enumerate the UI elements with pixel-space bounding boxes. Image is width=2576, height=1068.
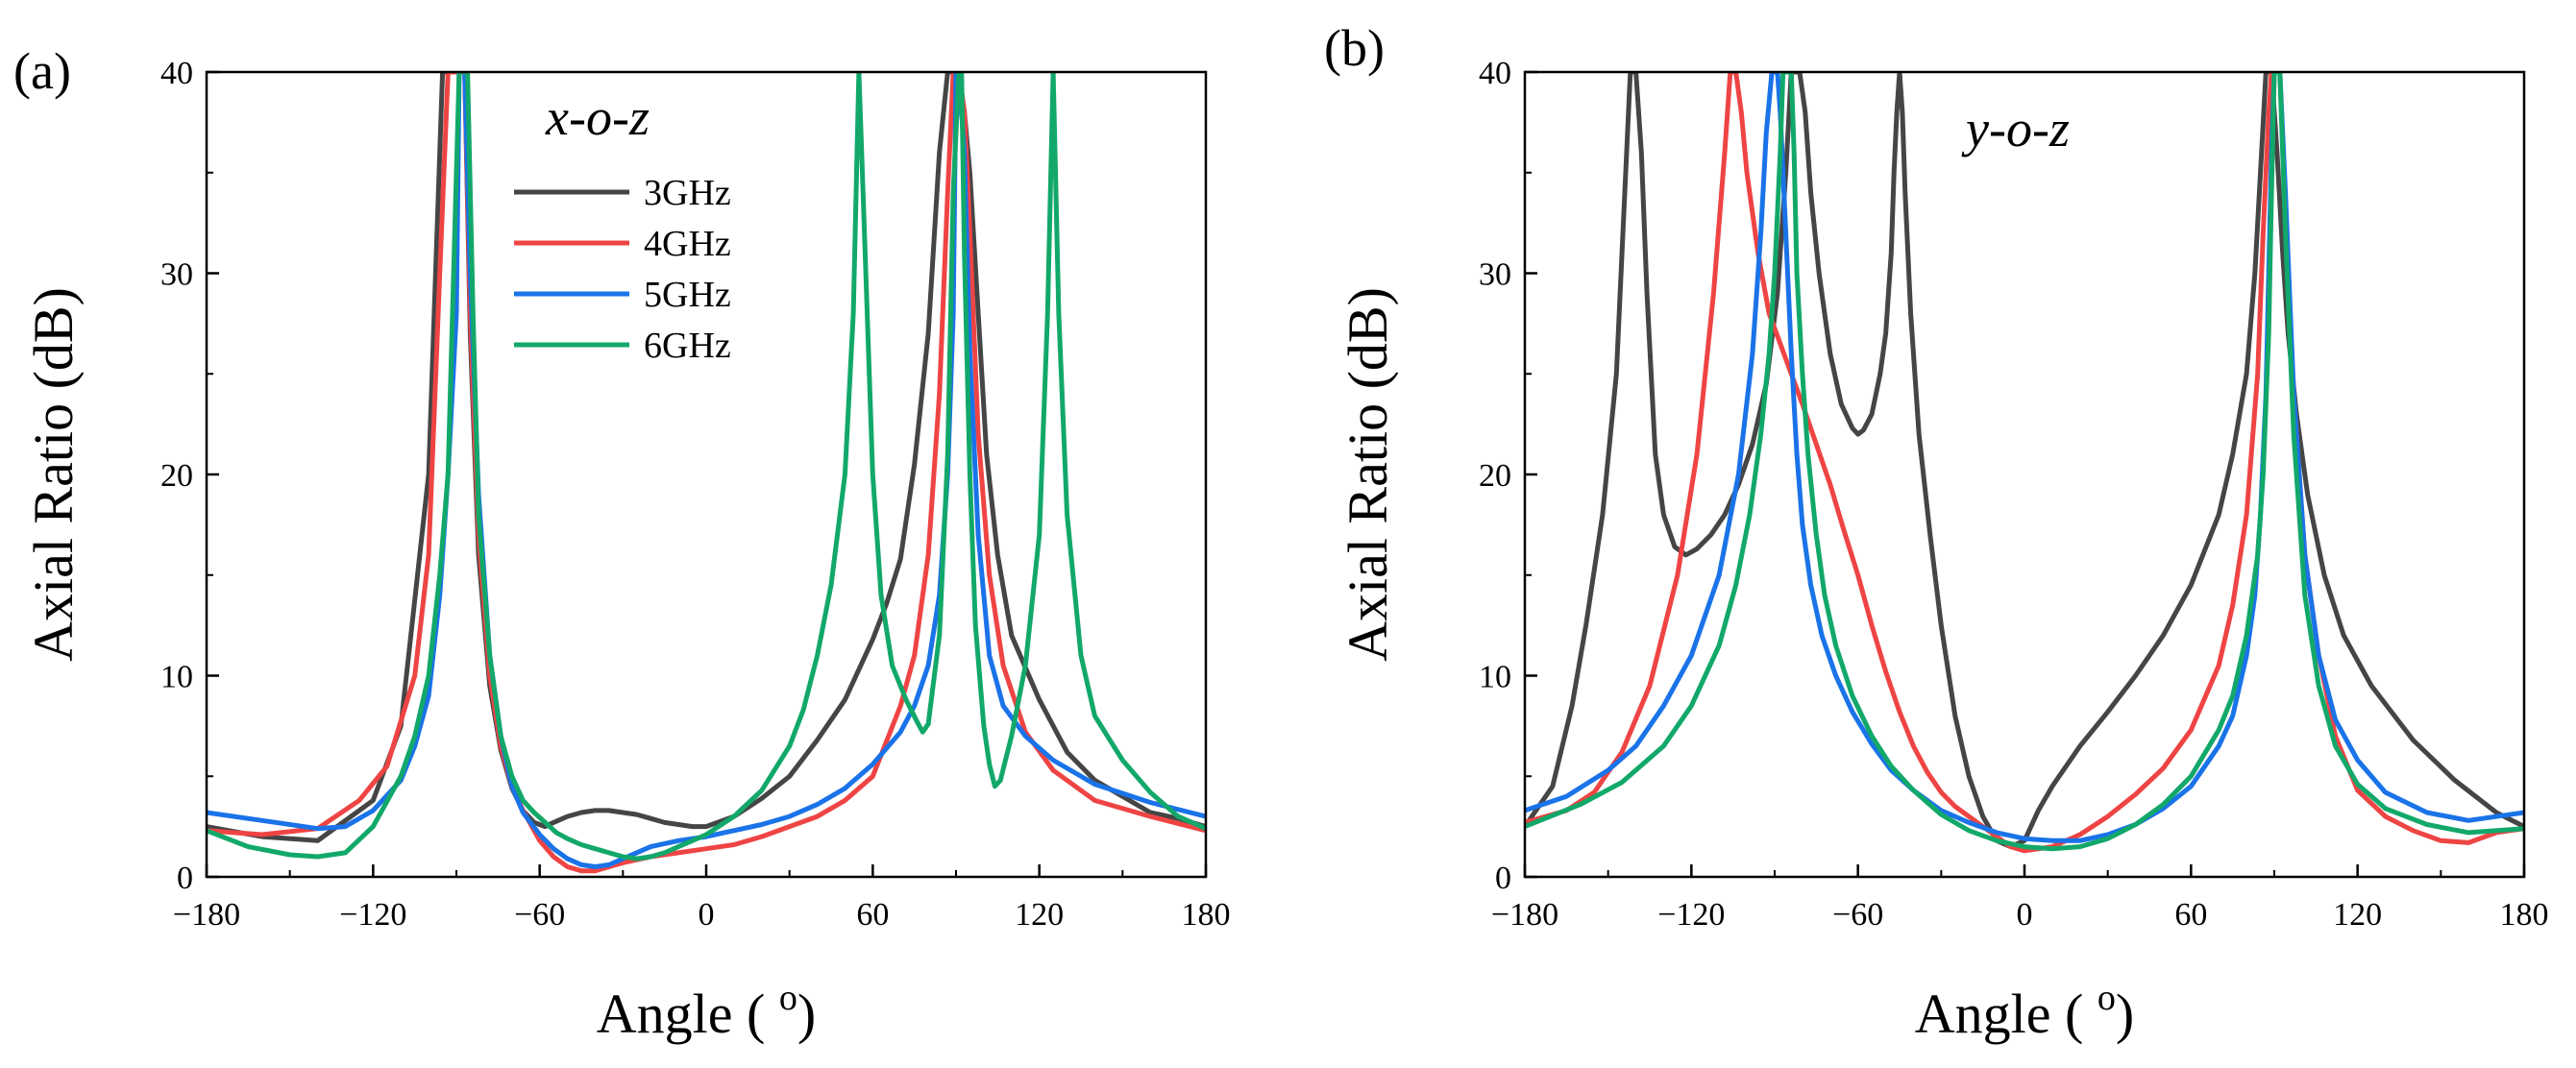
x-axis-title-a: Angle ( o)	[597, 978, 816, 1045]
x-axis-title-close: )	[797, 983, 816, 1045]
y-tick-label: 0	[177, 861, 193, 896]
y-tick-label: 30	[1479, 257, 1511, 293]
legend-label-4ghz: 4GHz	[644, 224, 731, 264]
x-tick-label: 60	[2174, 897, 2207, 933]
plane-label-a: x-o-z	[545, 88, 650, 146]
panel-a: (a) −180 −120 −60 0 60 120 180 0 10 20 30 40 Axial …	[13, 42, 1231, 1045]
x-axis-title-text: Angle (	[597, 983, 779, 1045]
x-tick-label: 180	[1182, 897, 1231, 933]
x-tick-label: 180	[2500, 897, 2549, 933]
x-tick-label: 120	[1015, 897, 1064, 933]
plane-label-b: y-o-z	[1961, 100, 2070, 158]
x-tick-label: 60	[856, 897, 889, 933]
panel-label-a: (a)	[13, 42, 71, 100]
series-line-5ghz	[1525, 72, 2524, 843]
y-tick-label: 40	[160, 56, 193, 91]
legend-label-6ghz: 6GHz	[644, 326, 731, 366]
ticks-b: −180 −120 −60 0 60 120 180 0 10 20 30 40	[1479, 56, 2549, 933]
panel-label-b: (b)	[1324, 19, 1385, 77]
series-line-3ghz	[207, 72, 1206, 843]
series-group-a	[207, 72, 1206, 874]
x-axis-title-b: Angle ( o)	[1915, 978, 2134, 1045]
y-tick-label: 10	[160, 660, 193, 695]
x-tick-label: −120	[339, 897, 406, 933]
x-tick-label: 0	[699, 897, 715, 933]
legend: 3GHz 4GHz 5GHz 6GHz	[514, 173, 731, 366]
series-line-6ghz	[207, 72, 1206, 862]
ticks-a: −180 −120 −60 0 60 120 180 0 10 20 30 40	[160, 56, 1231, 933]
x-tick-label: −180	[1491, 897, 1558, 933]
plot-frame-b	[1523, 70, 2526, 879]
series-line-6ghz	[1525, 72, 2524, 852]
y-axis-title: Axial Ratio (dB)	[1337, 287, 1399, 662]
x-tick-label: 0	[2017, 897, 2033, 933]
y-axis-title: Axial Ratio (dB)	[22, 287, 85, 662]
x-axis-title-degree: o	[2098, 978, 2116, 1018]
y-tick-label: 40	[1479, 56, 1511, 91]
x-tick-label: −60	[514, 897, 565, 933]
x-axis-title-degree: o	[779, 978, 797, 1018]
x-axis-title-text: Angle (	[1915, 983, 2098, 1045]
x-tick-label: −60	[1832, 897, 1883, 933]
y-axis-title-b: Axial Ratio (dB)	[1337, 287, 1399, 662]
series-line-3ghz	[1525, 72, 2524, 850]
y-tick-label: 30	[160, 257, 193, 293]
x-tick-label: −180	[173, 897, 240, 933]
legend-label-3ghz: 3GHz	[644, 173, 731, 213]
y-axis-title-a: Axial Ratio (dB)	[22, 287, 85, 662]
y-tick-label: 0	[1495, 861, 1511, 896]
x-axis-title-close: )	[2116, 983, 2134, 1045]
legend-label-5ghz: 5GHz	[644, 275, 731, 315]
series-group-b	[1525, 72, 2524, 854]
x-tick-label: 120	[2333, 897, 2382, 933]
y-tick-label: 20	[1479, 458, 1511, 494]
x-tick-label: −120	[1657, 897, 1725, 933]
panel-b: (b) −180 −120 −60 0 60 120 180 0 10 20 30 40 Axial …	[1324, 19, 2549, 1045]
y-tick-label: 20	[160, 458, 193, 494]
y-tick-label: 10	[1479, 660, 1511, 695]
